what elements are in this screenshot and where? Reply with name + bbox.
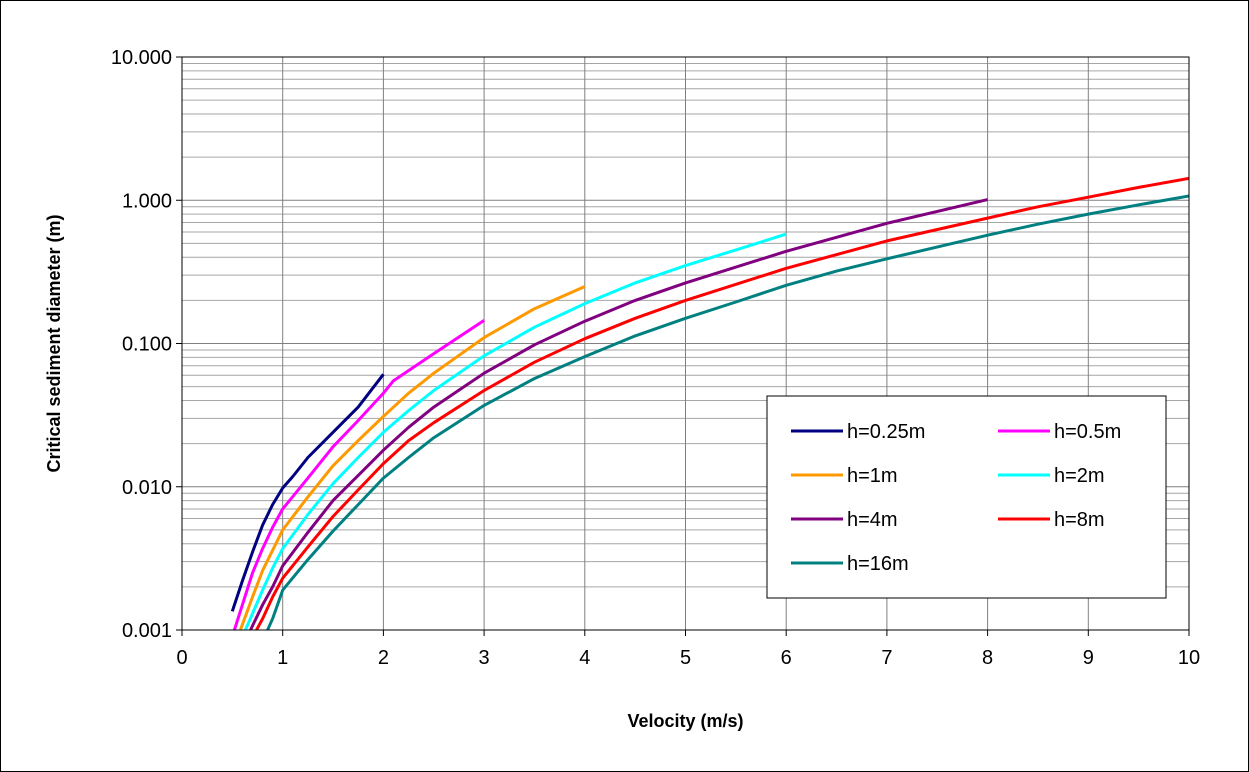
legend-label-5: h=4m — [847, 509, 898, 531]
legend-label-4: h=2m — [1054, 465, 1105, 487]
series-lines — [230, 176, 1189, 630]
y-tick-label: 0.010 — [122, 477, 172, 499]
series-line-4 — [244, 232, 787, 630]
x-tick-label: 9 — [1083, 647, 1094, 669]
series-line-2 — [232, 319, 485, 630]
y-tick-label: 0.001 — [122, 620, 172, 642]
x-tick-label: 4 — [579, 647, 590, 669]
x-tick-label: 7 — [881, 647, 892, 669]
y-axis-ticks: 0.001 0.010 0.100 1.000 10.000 — [111, 47, 182, 642]
legend-label-1: h=0.25m — [847, 421, 925, 443]
series-line-3 — [238, 285, 586, 630]
x-tick-label: 6 — [781, 647, 792, 669]
y-axis-title: Critical sediment diameter (m) — [44, 214, 64, 472]
x-tick-label: 10 — [1178, 647, 1200, 669]
y-tick-label: 1.000 — [122, 190, 172, 212]
x-tick-label: 2 — [378, 647, 389, 669]
legend-label-2: h=0.5m — [1054, 421, 1121, 443]
legend-label-6: h=8m — [1054, 509, 1105, 531]
legend-label-7: h=16m — [847, 553, 909, 575]
legend-label-3: h=1m — [847, 465, 898, 487]
legend: h=0.25m h=0.5m h=1m h=2m h=4m h=8m h=16m — [766, 395, 1167, 599]
x-tick-label: 1 — [277, 647, 288, 669]
x-tick-label: 3 — [479, 647, 490, 669]
x-axis-title: Velocity (m/s) — [627, 711, 743, 731]
y-tick-label: 0.100 — [122, 334, 172, 356]
x-tick-label: 0 — [176, 647, 187, 669]
x-tick-label: 8 — [982, 647, 993, 669]
y-tick-label: 10.000 — [111, 47, 172, 69]
series-line-1 — [230, 373, 385, 612]
x-tick-label: 5 — [680, 647, 691, 669]
series-line-5 — [249, 198, 988, 630]
series-line-7 — [266, 194, 1189, 630]
x-axis-ticks: 0 1 2 3 4 5 6 7 8 9 10 — [176, 630, 1200, 669]
series-line-6 — [255, 176, 1189, 630]
